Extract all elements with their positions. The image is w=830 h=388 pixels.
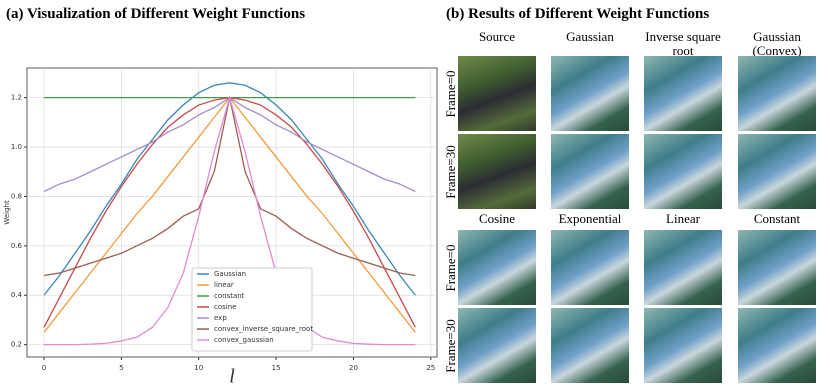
legend-label: cosine [214, 303, 236, 311]
x-tick-label: 10 [194, 364, 203, 372]
legend-label: convex_gaussian [214, 336, 274, 344]
x-tick-label: 0 [42, 364, 46, 372]
x-tick-label: 20 [349, 364, 358, 372]
image [458, 308, 536, 383]
x-axis-label: l [229, 366, 235, 388]
x-tick-label: 15 [272, 364, 281, 372]
column-label: Source [478, 29, 516, 44]
column-label: Constant [753, 211, 801, 226]
x-tick-label: 5 [119, 364, 123, 372]
row-label: Frame=30 [443, 319, 458, 373]
line [44, 95, 416, 346]
image [644, 134, 722, 209]
row-label: Frame=0 [443, 244, 458, 292]
chart: 0 5 10 15 20 25 0.2 0.4 0.6 0.8 1.0 1.2 Weight l Gauss… [3, 67, 438, 388]
row-label: Frame=30 [443, 145, 458, 199]
column-label: Gaussian [566, 29, 614, 44]
image [738, 230, 816, 305]
legend-label: Gaussian [214, 270, 246, 278]
y-tick-label: 0.6 [11, 242, 23, 250]
y-tick-label: 0.8 [11, 192, 22, 200]
image [738, 308, 816, 383]
image [458, 134, 536, 209]
y-tick-label: 1.0 [11, 143, 22, 151]
legend-label: exp [214, 314, 227, 322]
legend-box [191, 267, 313, 352]
legend-label: linear [214, 281, 234, 289]
y-tick-label: 0.2 [11, 341, 22, 349]
legend-label: convex_inverse_square_root [214, 325, 313, 333]
image [551, 56, 629, 131]
y-axis-label: Weight [3, 200, 11, 225]
image [644, 56, 722, 131]
column-label: Exponential [558, 211, 622, 226]
image [551, 230, 629, 305]
image [551, 308, 629, 383]
image [644, 230, 722, 305]
legend-label: constant [214, 292, 245, 300]
line [43, 82, 416, 296]
row-label: Frame=0 [443, 70, 458, 118]
panel-a-title: (a) Visualization of Different Weight Fu… [6, 6, 306, 22]
column-label: Linear [666, 211, 700, 226]
column-label: Cosine [478, 211, 516, 226]
image [644, 308, 722, 383]
image [458, 230, 536, 305]
column-label: Inverse square root [645, 29, 721, 58]
image [551, 134, 629, 209]
column-label: Gaussian (Convex) [752, 29, 802, 58]
y-tick-label: 1.2 [11, 94, 22, 102]
image [738, 134, 816, 209]
image [738, 56, 816, 131]
x-tick-label: 25 [426, 364, 435, 372]
y-tick-label: 0.4 [11, 291, 23, 299]
panel-b-title: (b) Results of Different Weight Function… [446, 6, 710, 22]
image [458, 56, 536, 131]
